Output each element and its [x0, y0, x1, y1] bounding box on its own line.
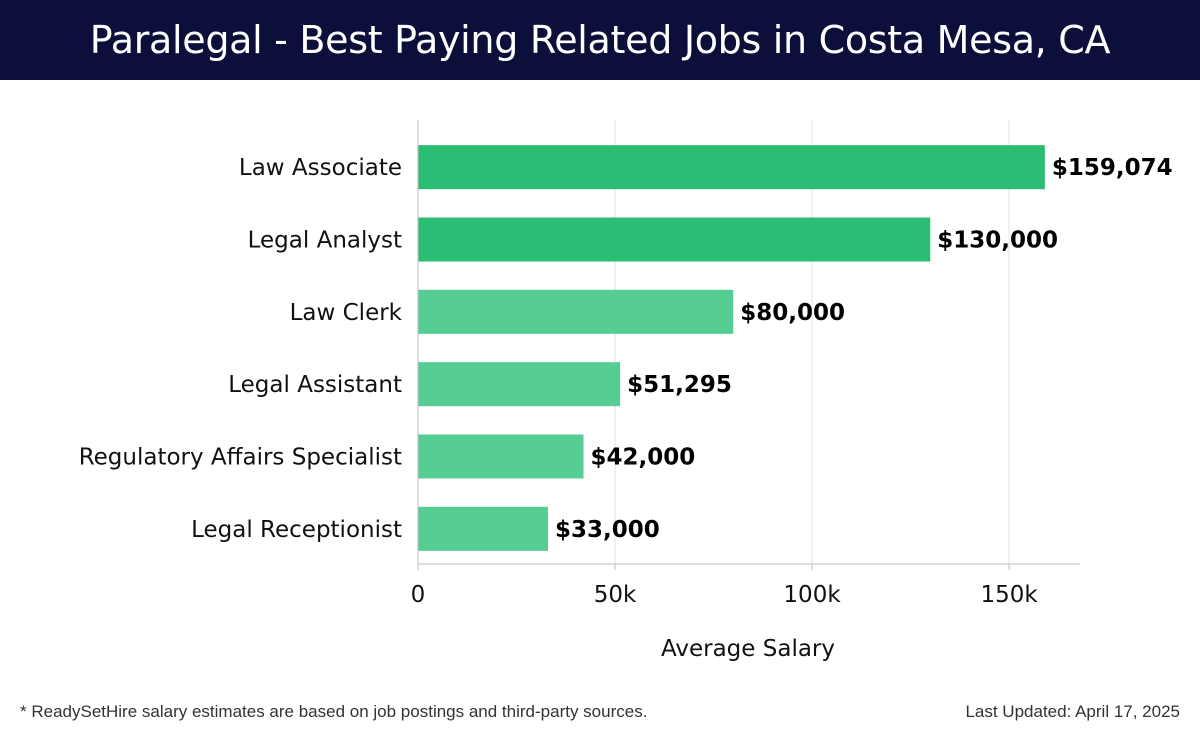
x-axis-label: Average Salary — [661, 636, 835, 662]
value-label: $159,074 — [1052, 155, 1173, 181]
axes — [417, 120, 1080, 565]
value-label: $80,000 — [740, 300, 845, 326]
category-labels: Law Associate Legal Analyst Law Clerk Legal… — [79, 155, 403, 543]
chart-title: Paralegal - Best Paying Related Jobs in … — [89, 18, 1111, 62]
x-tick-label: 150k — [980, 582, 1038, 608]
salary-bar-chart: Law Associate Legal Analyst Law Clerk Legal… — [79, 120, 1173, 662]
category-label: Legal Receptionist — [191, 517, 402, 543]
value-label: $130,000 — [937, 228, 1058, 254]
value-label: $51,295 — [627, 372, 732, 398]
category-label: Regulatory Affairs Specialist — [79, 445, 402, 471]
last-updated: Last Updated: April 17, 2025 — [965, 702, 1180, 721]
x-tick-labels: 0 50k 100k 150k — [411, 564, 1038, 608]
footer-note: * ReadySetHire salary estimates are base… — [20, 702, 648, 721]
value-labels: $159,074 $130,000 $80,000 $51,295 $42,000 $33… — [555, 155, 1173, 543]
bar — [418, 217, 931, 262]
x-tick-label: 100k — [783, 582, 841, 608]
x-tick-label: 50k — [594, 582, 637, 608]
bars-group — [418, 145, 1045, 551]
category-label: Legal Analyst — [248, 228, 402, 254]
bar — [418, 506, 549, 551]
chart-header: Paralegal - Best Paying Related Jobs in … — [0, 0, 1200, 80]
bar — [418, 289, 734, 334]
category-label: Law Clerk — [290, 300, 403, 326]
category-label: Legal Assistant — [228, 372, 402, 398]
category-label: Law Associate — [239, 155, 402, 181]
bar — [418, 362, 621, 407]
bar — [418, 145, 1045, 190]
grid-lines — [614, 120, 1010, 564]
value-label: $33,000 — [555, 517, 660, 543]
bar — [418, 434, 584, 479]
x-tick-label: 0 — [411, 582, 426, 608]
value-label: $42,000 — [591, 445, 696, 471]
